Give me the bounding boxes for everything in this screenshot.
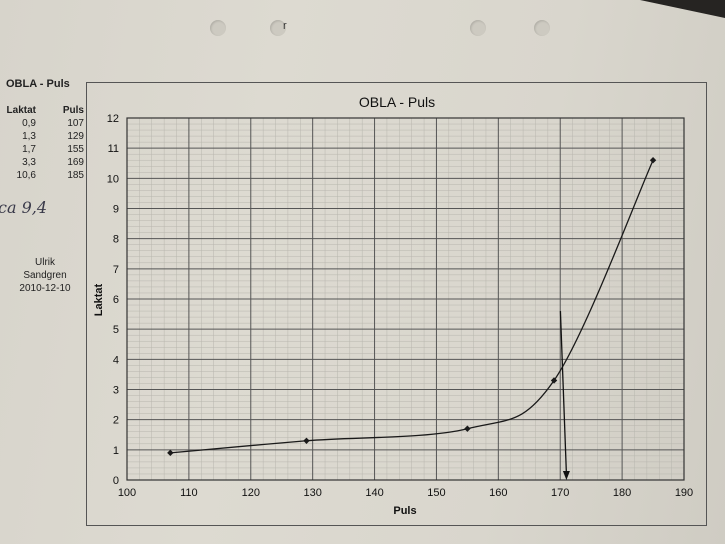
x-tick-label: 190 — [675, 487, 693, 499]
chart-frame — [86, 82, 707, 526]
laktat-cell: 0,9 — [22, 118, 36, 129]
y-tick-label: 11 — [108, 143, 119, 155]
y-tick-label: 6 — [113, 294, 119, 306]
annotations — [559, 311, 570, 480]
laktat-cell: 10,6 — [16, 170, 36, 181]
arrow-shaft — [559, 311, 568, 475]
data-point-marker — [167, 449, 174, 457]
y-tick-label: 1 — [113, 445, 119, 457]
table-row: 3,3 169 — [0, 156, 90, 169]
punch-hole — [534, 20, 550, 36]
laktat-cell: 1,3 — [22, 131, 36, 142]
y-tick-label: 10 — [107, 173, 119, 185]
axes — [126, 117, 685, 481]
x-tick-label: 180 — [613, 487, 631, 499]
data-point-marker — [649, 157, 657, 164]
punch-hole — [210, 20, 226, 36]
punch-hole — [470, 20, 486, 36]
header-puls: Puls — [62, 105, 84, 116]
laktat-cell: 3,3 — [22, 157, 36, 168]
report-date: 2010-12-10 — [19, 283, 71, 294]
table-row: 1,7 155 — [0, 143, 90, 156]
data-point-marker — [303, 437, 310, 444]
y-tick-label: 0 — [113, 475, 119, 487]
plot-border — [126, 117, 685, 481]
punch-hole — [270, 20, 286, 36]
y-tick-label: 4 — [113, 354, 119, 366]
puls-cell: 107 — [67, 118, 84, 129]
puls-cell: 169 — [67, 157, 84, 168]
table-row: 1,3 129 — [0, 130, 90, 143]
arrow-head — [562, 471, 570, 480]
y-axis-label: Laktat — [93, 283, 105, 316]
x-axis-label: Puls — [393, 505, 416, 517]
series-markers — [167, 157, 657, 457]
x-tick-label: 120 — [242, 487, 260, 499]
y-tick-label: 5 — [113, 324, 119, 336]
tick-labels: 100 110 120 130 140 150 160 170 180 1900123456789… — [107, 113, 693, 499]
handwritten-note: ca 9,4 — [0, 198, 48, 217]
y-tick-label: 9 — [113, 204, 119, 216]
x-tick-label: 160 — [489, 487, 507, 499]
data-point-marker — [550, 377, 558, 384]
table-row: 10,6 185 — [0, 169, 90, 182]
sidebar-title: OBLA - Puls — [6, 78, 70, 90]
y-tick-label: 2 — [113, 415, 119, 427]
x-tick-label: 110 — [180, 487, 198, 499]
x-tick-label: 100 — [118, 487, 136, 499]
y-tick-label: 7 — [113, 264, 119, 276]
x-tick-label: 170 — [551, 487, 569, 499]
puls-cell: 129 — [67, 131, 84, 142]
data-table: Laktat Puls 0,9 107 1,3 129 1,7 155 3,3 … — [0, 104, 90, 182]
data-point-marker — [464, 425, 471, 432]
author-last-name: Sandgren — [23, 270, 67, 281]
margin-mark: r — [283, 20, 287, 32]
y-tick-label: 8 — [113, 234, 119, 246]
author-first-name: Ulrik — [35, 257, 55, 268]
x-tick-label: 130 — [303, 487, 321, 499]
y-tick-label: 12 — [107, 113, 119, 125]
puls-cell: 185 — [67, 170, 84, 181]
x-tick-label: 150 — [427, 487, 445, 499]
puls-cell: 155 — [67, 144, 84, 155]
chart-title: OBLA - Puls — [359, 94, 435, 110]
header-laktat: Laktat — [6, 105, 36, 116]
table-header-row: Laktat Puls — [0, 104, 90, 117]
y-tick-label: 3 — [113, 385, 119, 397]
data-sidebar: OBLA - Puls Laktat Puls 0,9 107 1,3 129 … — [0, 0, 90, 300]
x-tick-label: 140 — [365, 487, 383, 499]
laktat-cell: 1,7 — [22, 144, 36, 155]
table-row: 0,9 107 — [0, 117, 90, 130]
